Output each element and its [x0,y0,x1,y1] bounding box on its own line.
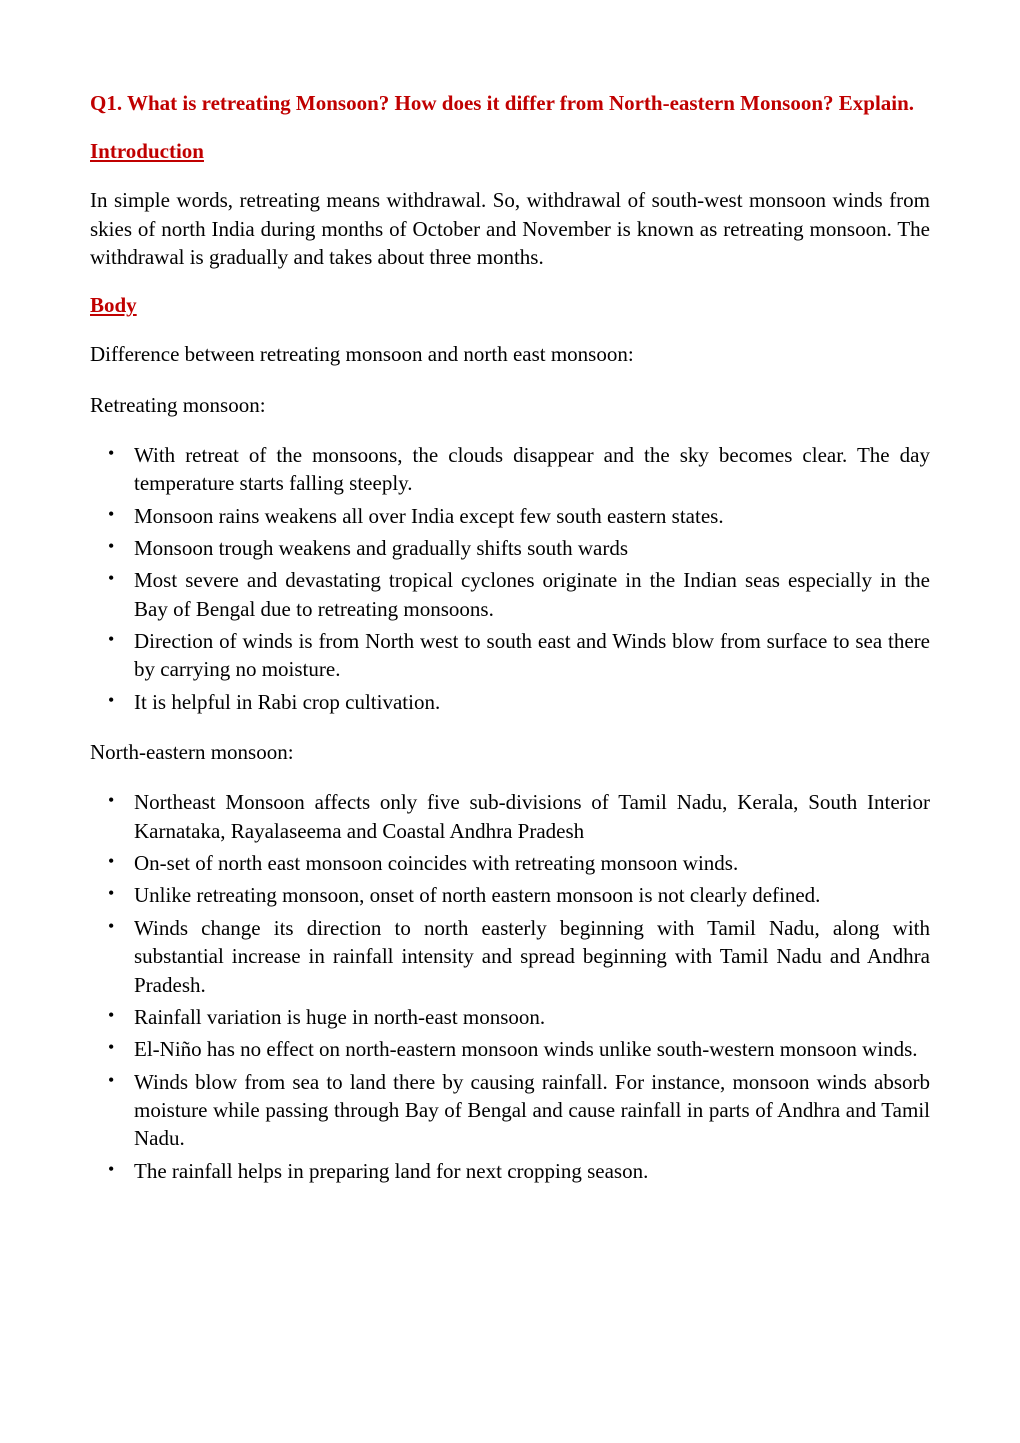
list-item: Unlike retreating monsoon, onset of nort… [90,881,930,909]
document-page: Q1. What is retreating Monsoon? How does… [0,0,1020,1443]
list-item: Northeast Monsoon affects only five sub-… [90,788,930,845]
list-item: Winds blow from sea to land there by cau… [90,1068,930,1153]
body-heading: Body [90,293,930,318]
introduction-heading: Introduction [90,139,930,164]
list-item: Direction of winds is from North west to… [90,627,930,684]
list-item: Most severe and devastating tropical cyc… [90,566,930,623]
retreating-list: With retreat of the monsoons, the clouds… [90,441,930,716]
list-item: Monsoon trough weakens and gradually shi… [90,534,930,562]
body-lead: Difference between retreating monsoon an… [90,340,930,368]
northeastern-list: Northeast Monsoon affects only five sub-… [90,788,930,1184]
list-item: Monsoon rains weakens all over India exc… [90,502,930,530]
list-item: With retreat of the monsoons, the clouds… [90,441,930,498]
northeastern-title: North-eastern monsoon: [90,738,930,766]
list-item: Winds change its direction to north east… [90,914,930,999]
list-item: On-set of north east monsoon coincides w… [90,849,930,877]
list-item: The rainfall helps in preparing land for… [90,1157,930,1185]
list-item: Rainfall variation is huge in north-east… [90,1003,930,1031]
question-heading: Q1. What is retreating Monsoon? How does… [90,90,930,117]
retreating-title: Retreating monsoon: [90,391,930,419]
list-item: El-Niño has no effect on north-eastern m… [90,1035,930,1063]
list-item: It is helpful in Rabi crop cultivation. [90,688,930,716]
introduction-text: In simple words, retreating means withdr… [90,186,930,271]
